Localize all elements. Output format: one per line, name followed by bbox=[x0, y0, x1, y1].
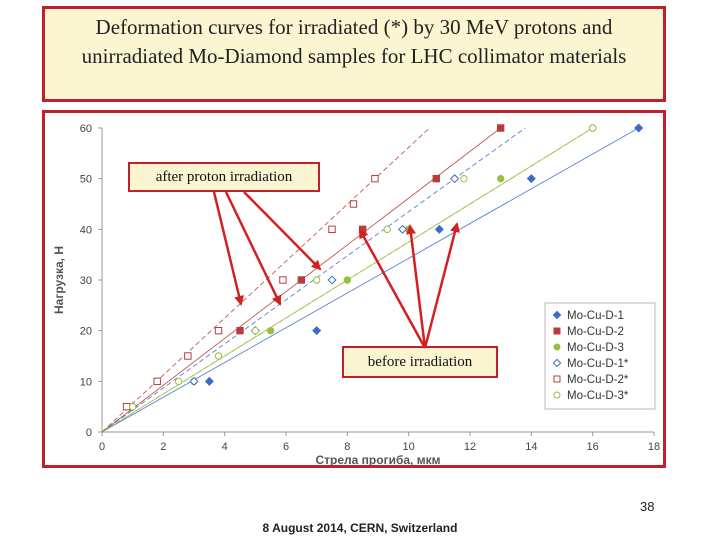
x-tick-label: 16 bbox=[587, 441, 599, 453]
footer-text: 8 August 2014, CERN, Switzerland bbox=[262, 521, 458, 535]
legend-marker-series-1 bbox=[552, 310, 562, 320]
data-point-series-6 bbox=[312, 276, 321, 284]
y-axis-label: Нагрузка, Н bbox=[52, 246, 66, 314]
callout-after-irradiation: after proton irradiation bbox=[128, 162, 320, 192]
x-tick-label: 14 bbox=[525, 441, 537, 453]
data-point-series-1 bbox=[434, 224, 444, 234]
x-tick-label: 2 bbox=[160, 441, 166, 453]
legend-marker-series-3 bbox=[553, 343, 561, 351]
data-point-series-3 bbox=[496, 174, 505, 183]
x-tick-label: 8 bbox=[344, 441, 350, 453]
data-point-series-4 bbox=[398, 224, 408, 234]
legend-marker-series-5 bbox=[553, 375, 561, 383]
data-point-series-4 bbox=[450, 174, 460, 184]
data-point-series-6 bbox=[383, 225, 391, 234]
legend-marker-series-2 bbox=[553, 327, 561, 335]
data-point-series-6 bbox=[460, 174, 468, 183]
data-point-series-5 bbox=[371, 174, 379, 183]
y-tick-label: 50 bbox=[80, 174, 92, 186]
legend-label: Mo-Cu-D-3 bbox=[567, 342, 624, 354]
data-point-series-1 bbox=[204, 376, 214, 386]
data-point-series-1 bbox=[312, 326, 322, 336]
y-tick-label: 30 bbox=[80, 275, 92, 287]
chart-frame: 0 10 20 30 40 50 60 0 2 4 6 8 10 12 14 16 18 Стрела проги… bbox=[42, 110, 666, 468]
data-point-series-6 bbox=[174, 377, 183, 386]
data-point-series-4 bbox=[189, 376, 199, 386]
data-point-series-6 bbox=[251, 326, 260, 335]
slide-title: Deformation curves for irradiated (*) by… bbox=[42, 6, 666, 102]
data-point-series-3 bbox=[266, 326, 275, 335]
x-tick-label: 12 bbox=[464, 441, 476, 453]
legend-label: Mo-Cu-D-2* bbox=[567, 374, 629, 386]
x-axis-label: Стрела прогиба, мкм bbox=[316, 453, 441, 465]
data-point-series-2 bbox=[236, 326, 244, 335]
data-point-series-5 bbox=[349, 200, 358, 208]
y-tick-label: 20 bbox=[80, 326, 92, 338]
legend-marker-series-6 bbox=[553, 391, 561, 399]
data-point-series-1 bbox=[526, 174, 536, 184]
data-point-series-2 bbox=[297, 276, 306, 284]
deformation-chart: 0 10 20 30 40 50 60 0 2 4 6 8 10 12 14 16 18 Стрела проги… bbox=[52, 123, 660, 465]
data-point-series-5 bbox=[184, 352, 192, 360]
x-tick-label: 10 bbox=[403, 441, 415, 453]
x-tick-label: 6 bbox=[283, 441, 289, 453]
data-point-series-3 bbox=[343, 276, 352, 284]
data-point-series-5 bbox=[153, 377, 161, 386]
callout-before-irradiation: before irradiation bbox=[342, 346, 498, 378]
data-point-series-6 bbox=[588, 124, 597, 132]
y-tick-label: 0 bbox=[86, 427, 92, 439]
data-point-series-2 bbox=[432, 174, 440, 183]
data-point-series-1 bbox=[634, 123, 644, 133]
data-point-series-2 bbox=[358, 225, 367, 234]
legend-label: Mo-Cu-D-1 bbox=[567, 310, 624, 322]
legend-box bbox=[544, 302, 656, 410]
data-point-series-5 bbox=[328, 225, 336, 234]
legend-marker-series-4 bbox=[552, 358, 562, 368]
legend-label: Mo-Cu-D-1* bbox=[567, 358, 629, 370]
data-point-series-2 bbox=[496, 124, 505, 132]
page-number: 38 bbox=[640, 499, 655, 514]
data-point-series-6 bbox=[128, 402, 137, 411]
data-point-series-5 bbox=[122, 402, 131, 411]
data-point-series-4 bbox=[327, 275, 337, 285]
x-tick-label: 18 bbox=[648, 441, 660, 453]
legend-label: Mo-Cu-D-2 bbox=[567, 326, 624, 338]
x-tick-label: 0 bbox=[99, 441, 105, 453]
y-tick-label: 40 bbox=[80, 224, 92, 236]
data-point-series-5 bbox=[279, 276, 287, 284]
data-point-series-5 bbox=[214, 326, 223, 335]
legend-label: Mo-Cu-D-3* bbox=[567, 390, 629, 402]
data-point-series-6 bbox=[214, 352, 223, 360]
y-tick-label: 60 bbox=[80, 123, 92, 135]
y-tick-label: 10 bbox=[80, 376, 92, 388]
x-tick-label: 4 bbox=[222, 441, 228, 453]
